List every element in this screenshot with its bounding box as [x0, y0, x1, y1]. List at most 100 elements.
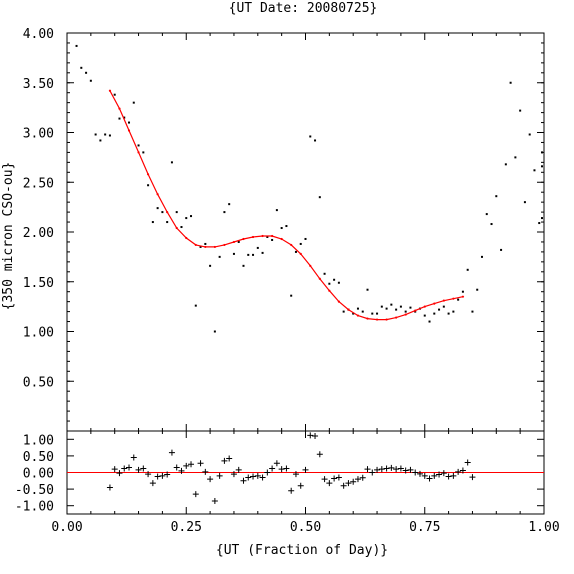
residual-point: [207, 476, 214, 483]
residual-point: [168, 449, 175, 456]
data-point: [199, 245, 202, 248]
data-point: [299, 242, 302, 245]
data-point: [533, 169, 536, 172]
fit-curve-point: [318, 277, 321, 280]
residual-point: [416, 470, 423, 477]
residual-point: [116, 470, 123, 477]
residual-point: [326, 480, 333, 487]
residual-point: [364, 466, 371, 473]
data-point: [314, 139, 317, 142]
x-tick-label: 0.00: [51, 520, 82, 535]
residual-point: [278, 466, 285, 473]
data-point: [342, 310, 345, 313]
data-point: [480, 255, 483, 258]
main-fit-curve: [108, 89, 465, 321]
residual-point: [340, 482, 347, 489]
residual-point: [383, 465, 390, 472]
main-y-tick-label: 2.00: [23, 226, 54, 241]
data-point: [85, 71, 88, 74]
fit-curve-point: [309, 264, 312, 267]
data-point: [204, 242, 207, 245]
residual-point: [440, 470, 447, 477]
fit-curve-point: [232, 240, 236, 244]
data-point: [528, 133, 531, 136]
data-point: [147, 184, 150, 187]
residual-point: [359, 474, 366, 481]
data-point: [390, 303, 393, 306]
data-point: [490, 223, 493, 226]
residual-point: [450, 472, 457, 479]
residual-point: [397, 465, 404, 472]
main-y-tick-label: 1.00: [23, 326, 54, 341]
x-tick-label: 1.00: [528, 520, 559, 535]
data-point: [328, 282, 331, 285]
residual-point: [292, 471, 299, 478]
data-point: [180, 226, 183, 229]
data-point: [309, 135, 312, 138]
residual-y-tick-label: 1.00: [23, 433, 54, 448]
fit-curve-point: [166, 211, 169, 214]
data-point: [256, 246, 259, 249]
data-point: [423, 314, 426, 317]
residual-point: [202, 468, 209, 475]
data-point: [75, 44, 78, 47]
residual-point: [269, 465, 276, 472]
data-point: [433, 312, 436, 315]
fit-curve-point: [414, 309, 417, 312]
fit-curve-point: [366, 317, 369, 320]
y-axis-label: {350 micron CSO-ou}: [1, 162, 16, 311]
data-point: [376, 312, 379, 315]
data-point: [242, 264, 245, 267]
fit-curve-point: [156, 193, 159, 196]
residual-point: [421, 472, 428, 479]
fit-curve-point: [204, 245, 207, 249]
residual-point: [388, 464, 395, 471]
residual-point: [250, 473, 257, 480]
residual-point: [226, 455, 233, 462]
residual-point: [188, 461, 195, 468]
fit-curve-point: [395, 316, 398, 319]
x-tick-label: 0.50: [290, 520, 321, 535]
fit-curve-point: [271, 234, 274, 238]
data-point: [247, 253, 250, 256]
data-point: [541, 217, 543, 220]
data-point: [280, 227, 283, 230]
residual-point: [106, 484, 113, 491]
fit-curve-point: [146, 173, 150, 176]
x-tick-label: 0.25: [171, 520, 202, 535]
data-point: [89, 79, 92, 82]
main-y-tick-label: 2.50: [23, 176, 54, 191]
fit-curve-point: [185, 236, 188, 240]
residual-point: [149, 480, 156, 487]
residual-point: [426, 475, 433, 482]
residual-y-ticks: 1.00 0.50 0.00-0.50 -1.00: [15, 433, 544, 515]
data-point: [428, 320, 431, 323]
residual-point: [254, 472, 261, 479]
data-point: [447, 312, 450, 315]
residual-point: [121, 465, 128, 472]
x-axis-label: {UT (Fraction of Day)}: [216, 543, 388, 558]
data-point: [94, 133, 97, 136]
fit-curve-point: [175, 226, 178, 230]
fit-curve-point: [108, 89, 112, 92]
data-point: [538, 222, 541, 225]
residual-point: [321, 476, 328, 483]
fit-curve-point: [461, 295, 465, 298]
residual-point: [216, 472, 223, 479]
fit-curve-point: [404, 313, 407, 316]
residual-point: [283, 465, 290, 472]
data-point: [476, 288, 479, 291]
data-point: [261, 251, 264, 254]
data-point: [170, 161, 173, 164]
residual-points: [106, 432, 476, 505]
residual-point: [464, 459, 471, 466]
fit-curve-point: [433, 302, 436, 305]
residual-point: [331, 475, 338, 482]
residual-point: [197, 460, 204, 467]
residual-point: [288, 487, 295, 494]
residual-panel: 1.00 0.50 0.00-0.50 -1.00: [15, 430, 545, 515]
residual-point: [135, 466, 142, 473]
fit-curve-point: [423, 305, 426, 308]
data-point: [166, 221, 169, 224]
